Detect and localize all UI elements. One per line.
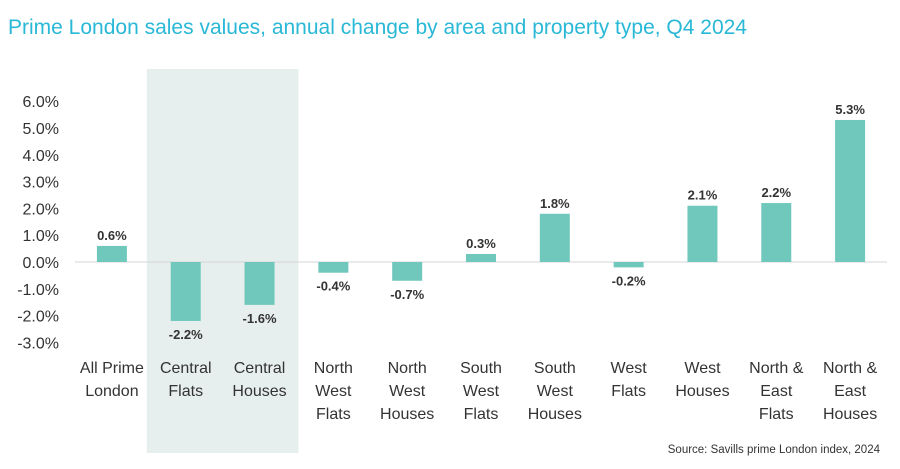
data-label: -0.4% [316,279,350,294]
bar [761,203,792,262]
category-label: South West Flats [460,360,502,423]
bar [244,262,275,305]
category-label-line: Flats [611,383,646,400]
data-label: 0.6% [97,228,127,243]
bar [539,213,570,262]
category-label-line: West [537,383,574,400]
data-label: -0.2% [612,273,646,288]
category-label: Central Houses [232,360,286,400]
category-label-line: East [760,383,793,400]
category-label-line: Central [234,360,286,377]
y-tick-label: 0.0% [23,255,59,272]
data-label: -2.2% [169,327,203,342]
category-label-line: Houses [380,406,434,423]
data-label: 0.3% [466,236,496,251]
highlight-band [146,69,299,453]
y-tick-label: 2.0% [23,201,59,218]
category-label: West Flats [611,360,648,400]
category-label-line: Flats [759,406,794,423]
category-label-line: Flats [168,383,203,400]
category-label: All Prime London [80,360,144,400]
category-label-line: Flats [316,406,351,423]
bar [613,262,644,268]
data-label: 2.2% [761,185,791,200]
category-label-line: Houses [823,406,877,423]
data-label: 1.8% [540,196,570,211]
bar [318,262,349,273]
y-tick-label: 6.0% [23,94,59,111]
category-label: West Houses [675,360,729,400]
category-label-line: London [85,383,138,400]
bar [96,245,127,262]
category-label-line: West [463,383,500,400]
category-label-line: West [389,383,426,400]
category-label-line: South [460,360,502,377]
bar [835,119,866,263]
y-tick-label: 3.0% [23,175,59,192]
category-label-line: West [315,383,352,400]
category-label-line: South [534,360,576,377]
category-label: Central Flats [160,360,212,400]
bar [170,262,201,321]
category-label-line: West [611,360,648,377]
bar [392,262,423,281]
data-label: 2.1% [688,188,718,203]
category-label-line: East [834,383,867,400]
y-tick-label: -1.0% [17,282,59,299]
data-label: -0.7% [390,287,424,302]
category-label: North West Houses [380,360,434,423]
y-tick-label: -2.0% [17,309,59,326]
category-label: North West Flats [314,360,353,423]
category-label-line: All Prime [80,360,144,377]
y-tick-label: 1.0% [23,228,59,245]
category-label-line: Houses [232,383,286,400]
category-label-line: North [388,360,427,377]
category-label-line: North & [749,360,804,377]
y-tick-label: 4.0% [23,148,59,165]
category-label-line: Houses [675,383,729,400]
bar [687,205,718,262]
bar [466,253,496,262]
category-label-line: North & [823,360,878,377]
category-label-line: Flats [464,406,499,423]
category-label-line: North [314,360,353,377]
category-label-line: Houses [528,406,582,423]
category-label: North & East Houses [823,360,878,423]
category-label: South West Houses [528,360,582,423]
y-tick-label: -3.0% [17,335,59,352]
y-tick-label: 5.0% [23,121,59,138]
chart-title: Prime London sales values, annual change… [8,16,747,39]
data-label: 5.3% [835,102,865,117]
category-label: North & East Flats [749,360,804,423]
data-label: -1.6% [243,311,277,326]
category-label-line: Central [160,360,212,377]
chart-source: Source: Savills prime London index, 2024 [667,444,880,456]
category-label-line: West [684,360,721,377]
